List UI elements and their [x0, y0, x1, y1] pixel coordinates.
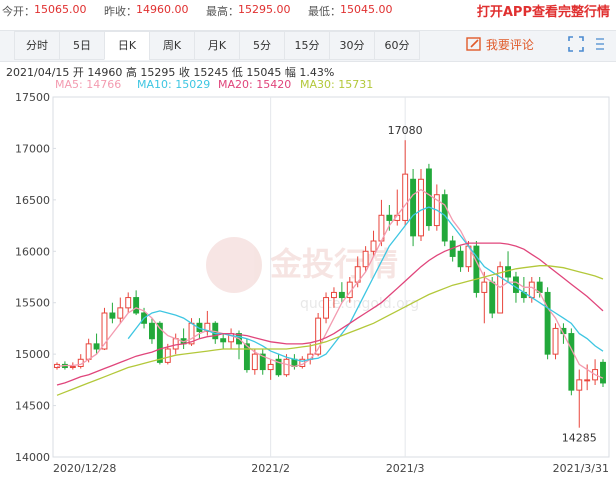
tab[interactable]: 周K	[149, 31, 195, 60]
candle-body	[149, 322, 155, 340]
tab[interactable]: 5日	[59, 31, 105, 60]
candle-body	[410, 178, 417, 237]
candle-body	[156, 322, 163, 363]
candle-body	[109, 312, 116, 319]
candle-body	[362, 250, 369, 268]
app-link[interactable]: 打开APP查看完整行情	[476, 5, 610, 20]
legend-entry: MA10: 15029	[137, 78, 210, 91]
tab[interactable]: 日K	[104, 31, 150, 60]
y-tick-label: 16000	[15, 245, 50, 258]
x-tick-label: 2021/3	[386, 462, 425, 475]
toolbar-icons[interactable]	[568, 36, 608, 56]
y-tick-label: 14500	[15, 400, 50, 413]
candle-body	[418, 178, 424, 237]
candle-body	[370, 240, 377, 252]
candle-body	[117, 307, 124, 319]
legend-entry: MA30: 15731	[300, 78, 373, 91]
candle-body	[69, 365, 76, 369]
candle-body	[133, 297, 140, 314]
candle-body	[473, 245, 480, 293]
legend-entry: MA20: 15420	[218, 78, 291, 91]
icons	[568, 36, 604, 52]
x-tick-label: 2021/3/31	[553, 462, 609, 475]
x-tick-label: 2021/2	[251, 462, 290, 475]
comment-text: 我要评论	[485, 38, 534, 52]
header-label: 昨收：	[104, 5, 137, 18]
header-label: 今开：	[2, 5, 35, 18]
header-value: 15045.00	[340, 3, 393, 16]
candle-body	[85, 343, 92, 360]
ma-line	[56, 265, 604, 396]
candle-body	[338, 291, 345, 299]
candle-body	[489, 281, 496, 314]
x-tick-label: 2020/12/28	[53, 462, 116, 475]
candle-body	[386, 214, 393, 221]
y-tick-label: 17500	[15, 91, 50, 104]
candle-body	[576, 379, 583, 391]
watermark: 金投行情 quote.cngold.org	[206, 237, 419, 312]
tab[interactable]: 分时	[14, 31, 60, 60]
header-value: 15065.00	[34, 3, 87, 16]
candle-body	[259, 353, 266, 371]
tabs: 分时 5日 日K 周K 月K 5分 15分 30分 60分	[14, 31, 420, 60]
candle-body	[323, 297, 329, 319]
candle-body	[457, 250, 464, 268]
max-label: 17080	[388, 124, 423, 137]
y-tick-label: 16500	[15, 194, 50, 207]
candle-body	[331, 291, 337, 299]
candle-body	[220, 338, 227, 343]
watermark-title: 金投行情	[269, 245, 398, 283]
candle-body	[172, 338, 179, 350]
tab[interactable]: 60分	[374, 31, 420, 60]
candle-body	[93, 343, 100, 350]
candle-body	[544, 291, 551, 355]
legend-entry: MA5: 14766	[55, 78, 121, 91]
candle-body	[584, 379, 591, 382]
y-tick-label: 15500	[15, 297, 50, 310]
candle-body	[204, 322, 211, 333]
candle-body	[513, 276, 519, 293]
candle-body	[125, 297, 132, 309]
y-tick-label: 17000	[15, 142, 50, 155]
candle-body	[267, 363, 274, 371]
ma-line	[127, 206, 604, 362]
candle-body	[425, 168, 432, 227]
min-label: 14285	[562, 432, 597, 445]
header-value: 15295.00	[238, 3, 291, 16]
candle-body	[315, 317, 322, 355]
plot-frame	[52, 96, 610, 458]
y-tick-label: 14000	[15, 451, 50, 464]
candle-body	[275, 358, 282, 376]
tab[interactable]: 15分	[284, 31, 330, 60]
candle-body	[528, 281, 535, 299]
candle-body	[568, 333, 575, 391]
comment-button[interactable]: 我要评论	[466, 36, 534, 53]
candle-body	[402, 173, 409, 221]
tab[interactable]: 月K	[194, 31, 240, 60]
candle-body	[243, 343, 250, 371]
candle-body	[600, 361, 606, 384]
header-label: 最高：	[206, 5, 239, 18]
header-value: 14960.00	[136, 3, 189, 16]
candle-body	[101, 312, 108, 350]
candle-body	[497, 266, 504, 314]
candle-body	[552, 327, 559, 355]
candle-body	[251, 353, 258, 371]
candle-body	[164, 348, 171, 363]
ma-line	[56, 188, 604, 379]
ohlc-info: 2021/04/15 开 14960 高 15295 收 15245 低 150…	[6, 66, 335, 79]
comment-icon	[466, 37, 481, 51]
ma-line	[56, 242, 604, 386]
candle-body	[481, 281, 488, 293]
y-tick-label: 15000	[15, 348, 50, 361]
header-label: 最低：	[308, 5, 341, 18]
candle-body	[283, 358, 290, 376]
